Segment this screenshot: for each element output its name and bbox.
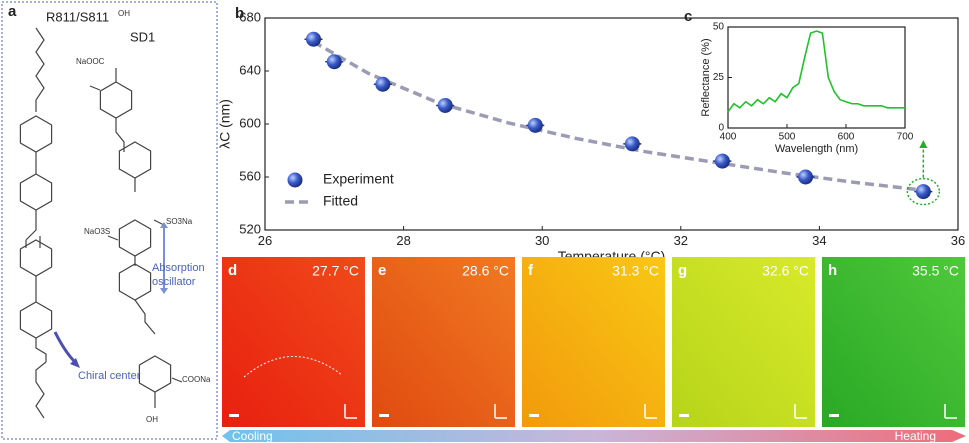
x-axis-label: Wavelength (nm) (775, 143, 858, 155)
temperature-label: 27.7 °C (312, 263, 359, 279)
arrow-label: Heating (895, 429, 936, 443)
scale-bar (529, 414, 539, 417)
group-label: NaOOC (76, 57, 105, 66)
y-tick-label: 600 (239, 115, 261, 130)
data-point (306, 31, 322, 47)
scale-bar (829, 414, 839, 417)
temperature-label: 31.3 °C (612, 263, 659, 279)
y-tick-label: 50 (713, 22, 725, 33)
data-point (527, 117, 543, 133)
temperature-label: 28.6 °C (462, 263, 509, 279)
data-point (326, 54, 342, 70)
panel-label: g (678, 262, 687, 279)
highlight-ring (906, 177, 941, 206)
data-point (714, 153, 730, 169)
axis-arrows (494, 404, 507, 419)
molecule-name: R811/S811 (46, 9, 109, 24)
fitted-line (312, 40, 924, 192)
y-tick-label: 560 (239, 168, 261, 183)
x-tick-label: 600 (838, 132, 855, 143)
legend-label: Fitted (323, 193, 358, 209)
panel-label: d (228, 262, 237, 279)
annotation: Chiral center (78, 370, 141, 382)
scale-bar (379, 414, 389, 417)
scale-bar (229, 414, 239, 417)
photo (222, 257, 365, 427)
dotted-arc (243, 356, 343, 378)
axis-arrows (794, 404, 807, 419)
temperature-arrow (222, 430, 966, 442)
axis-arrows (344, 404, 357, 419)
benzene-ring (19, 301, 53, 339)
y-tick-label: 640 (239, 62, 261, 77)
legend-label: Experiment (323, 171, 394, 187)
benzene-ring (118, 141, 152, 179)
highlight-arrowhead (919, 140, 928, 148)
y-tick-label: 680 (239, 9, 261, 24)
legend-swatch (287, 172, 303, 188)
y-tick-label: 520 (239, 221, 261, 236)
data-point (437, 97, 453, 113)
photo (372, 257, 515, 427)
panel-label: h (828, 262, 837, 279)
photo (822, 257, 965, 427)
group-label: SO3Na (166, 217, 193, 226)
benzene-ring (19, 115, 53, 153)
molecule (19, 27, 183, 419)
y-axis-label: Reflectance (%) (700, 38, 712, 116)
benzene-ring (19, 173, 53, 211)
x-tick-label: 36 (951, 233, 965, 248)
benzene-ring (138, 355, 172, 393)
panel-label: e (378, 262, 386, 279)
dye-name: SD1 (130, 29, 155, 44)
panel-label: b (235, 5, 244, 22)
spectrum-line (727, 30, 905, 113)
temperature-label: 35.5 °C (912, 263, 959, 279)
benzene-ring (19, 239, 53, 277)
group-label: OH (118, 9, 130, 18)
benzene-ring (99, 81, 133, 119)
panel-label: f (528, 262, 534, 279)
arrow-label: Cooling (232, 429, 273, 443)
data-point (798, 169, 814, 185)
x-tick-label: 34 (812, 233, 826, 248)
benzene-ring (118, 219, 152, 257)
photo (522, 257, 665, 427)
data-point (624, 136, 640, 152)
photo (672, 257, 815, 427)
group-label: NaO3S (84, 227, 110, 236)
x-tick-label: 400 (720, 132, 737, 143)
annotation: oscillator (152, 276, 196, 288)
panel-label: a (8, 3, 17, 20)
x-tick-label: 32 (674, 233, 688, 248)
panel-a-frame (1, 1, 218, 440)
axis-arrows (944, 404, 957, 419)
data-point (375, 76, 391, 92)
x-tick-label: 28 (396, 233, 410, 248)
x-tick-label: 700 (897, 132, 914, 143)
annotation: Absorption (152, 262, 205, 274)
x-tick-label: 30 (535, 233, 549, 248)
x-tick-label: 500 (779, 132, 796, 143)
axis-arrows (644, 404, 657, 419)
panel-label: c (684, 8, 692, 25)
benzene-ring (118, 263, 152, 301)
group-label: OH (146, 415, 158, 424)
scale-bar (679, 414, 689, 417)
y-tick-label: 25 (713, 72, 725, 83)
data-point (915, 184, 931, 200)
group-label: COONa (182, 375, 211, 384)
x-tick-label: 26 (258, 233, 272, 248)
temperature-label: 32.6 °C (762, 263, 809, 279)
y-axis-label: λC (nm) (217, 99, 233, 149)
inset-background (728, 27, 905, 128)
y-tick-label: 0 (718, 123, 724, 134)
